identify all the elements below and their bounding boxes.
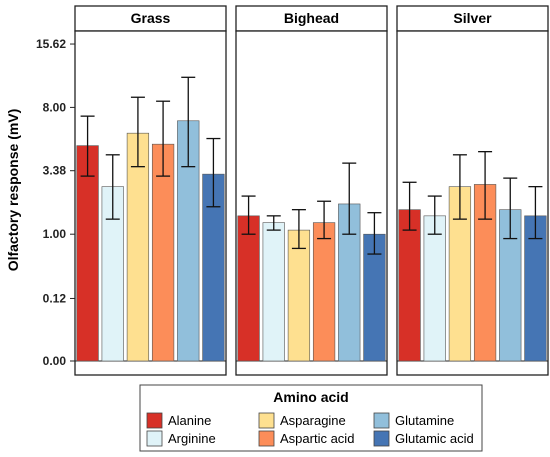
legend-label: Arginine [168, 431, 216, 446]
bar-arginine [423, 215, 446, 362]
bar-alanine [398, 209, 421, 362]
facet-panel-bighead: Bighead [235, 5, 388, 376]
facet-panel-frame [235, 30, 388, 376]
legend-box [139, 384, 483, 452]
bar-asparagine [126, 132, 150, 362]
legend-label: Asparagine [280, 413, 346, 428]
legend-swatch [373, 430, 390, 447]
facet-panel-frame [396, 30, 549, 376]
y-tick-label: 3.38 [43, 164, 67, 178]
legend-label: Glutamine [395, 413, 454, 428]
y-axis-title: Olfactory response (mV) [5, 109, 21, 272]
legend-swatch [146, 430, 163, 447]
legend-swatch [258, 412, 275, 429]
y-tick-label: 8.00 [43, 100, 67, 114]
legend-swatch [373, 412, 390, 429]
legend-label: Aspartic acid [280, 431, 354, 446]
legend-label: Alanine [168, 413, 211, 428]
bar-alanine [237, 215, 260, 362]
legend-label: Glutamic acid [395, 431, 474, 446]
bar-alanine [76, 145, 99, 362]
legend-swatch [146, 412, 163, 429]
y-tick-label: 0.00 [43, 354, 67, 368]
facet-panel-silver: Silver [396, 5, 549, 376]
y-tick-label: 1.00 [43, 227, 67, 241]
bar-aspartic-acid [312, 222, 336, 362]
bar-asparagine [287, 229, 311, 362]
facet-strip-label: Grass [131, 10, 171, 26]
facet-strip [235, 5, 388, 32]
legend-title: Amino acid [273, 389, 348, 405]
bar-arginine [262, 222, 285, 362]
facet-panel-grass: Grass [74, 5, 227, 376]
y-tick-label: 15.62 [36, 37, 66, 51]
facet-panel-frame [74, 30, 227, 376]
legend-swatch [258, 430, 275, 447]
facet-strip-label: Silver [453, 10, 492, 26]
facet-strip-label: Bighead [284, 10, 339, 26]
y-tick-label: 0.12 [43, 291, 67, 305]
